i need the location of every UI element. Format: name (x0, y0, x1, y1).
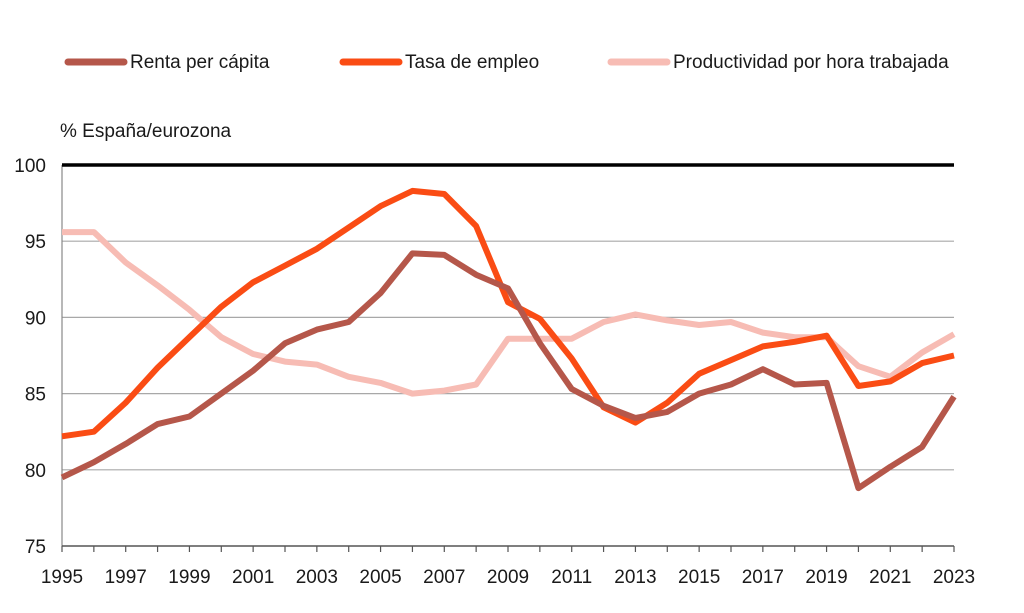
y-axis-unit-label: % España/eurozona (60, 121, 232, 142)
x-tick-label-2003: 2003 (296, 567, 338, 588)
x-tick-label-1999: 1999 (168, 567, 210, 588)
y-tick-labels: 75 80 85 90 95 100 (14, 156, 46, 558)
x-tick-label-2023: 2023 (933, 567, 975, 588)
legend-item-renta: Renta per cápita (64, 52, 270, 73)
series-line-empleo (61, 187, 955, 440)
x-tick-label-2021: 2021 (869, 567, 911, 588)
x-tick-label-2019: 2019 (805, 567, 847, 588)
y-tick-label-95: 95 (25, 232, 46, 253)
legend-item-empleo: Tasa de empleo (339, 52, 539, 73)
x-tick-label-2011: 2011 (551, 567, 592, 588)
x-tick-label-2007: 2007 (423, 567, 465, 588)
series-line-productividad (62, 229, 956, 397)
x-tick-label-1995: 1995 (41, 567, 83, 588)
y-tick-label-90: 90 (25, 308, 46, 329)
x-tick-label-2017: 2017 (742, 567, 784, 588)
legend-item-productividad: Productividad por hora trabajada (607, 52, 949, 73)
legend-label-empleo: Tasa de empleo (405, 52, 539, 73)
y-tick-label-80: 80 (25, 461, 46, 482)
y-tick-label-100: 100 (14, 156, 46, 177)
x-tick-label-1997: 1997 (105, 567, 147, 588)
x-tick-label-2009: 2009 (487, 567, 529, 588)
gridlines (62, 240, 954, 471)
x-tick-label-2005: 2005 (359, 567, 401, 588)
legend-label-renta: Renta per cápita (130, 52, 270, 73)
y-tick-label-85: 85 (25, 385, 46, 406)
series-lines (60, 187, 957, 492)
legend: Renta per cápita Tasa de empleo Producti… (64, 52, 949, 73)
x-tick-label-2001: 2001 (232, 567, 274, 588)
y-tick-label-75: 75 (25, 537, 46, 558)
axes (61, 163, 955, 552)
x-tick-labels: 1995 1997 1999 2001 2003 2005 2007 2009 2011 2013… (41, 567, 975, 588)
legend-label-productividad: Productividad por hora trabajada (673, 52, 949, 73)
series-line-renta (60, 250, 957, 492)
x-tick-label-2015: 2015 (678, 567, 720, 588)
x-tick-label-2013: 2013 (614, 567, 656, 588)
